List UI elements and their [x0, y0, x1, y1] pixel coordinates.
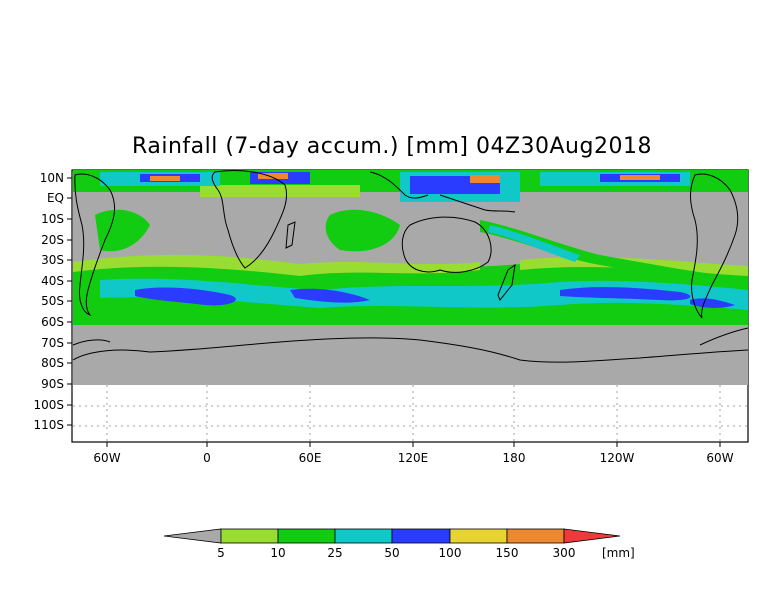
colorbar-segment	[391, 528, 451, 544]
lat-label: 40S	[41, 274, 64, 288]
heavy-rain-pacific	[560, 286, 691, 301]
lat-label: 10N	[40, 171, 64, 185]
lat-label: 100S	[33, 398, 64, 412]
itcz-light	[200, 185, 360, 197]
lat-label: 30S	[41, 253, 64, 267]
southern-ocean-moderate-rain	[100, 278, 748, 310]
lat-label: 110S	[33, 418, 64, 432]
spcz-heavy	[488, 225, 580, 262]
lon-label: 60E	[299, 451, 322, 465]
spcz-band	[480, 220, 720, 285]
colorbar-segment	[449, 528, 508, 544]
colorbar-label: 10	[270, 546, 285, 560]
africa	[211, 170, 288, 269]
lon-label: 60W	[706, 451, 733, 465]
lat-label: 70S	[41, 336, 64, 350]
itcz-extreme-1	[150, 176, 180, 181]
indonesia-extreme	[470, 175, 500, 183]
lat-axis: 10N EQ 10S 20S 30S 40S 50S 60S 70S 80S 9…	[33, 171, 72, 432]
south-america-left	[74, 173, 116, 317]
lon-label: 180	[503, 451, 526, 465]
lon-label: 120W	[600, 451, 635, 465]
colorbar-label: 25	[327, 546, 342, 560]
colorbar-unit: [mm]	[602, 546, 635, 560]
lat-label: 90S	[41, 377, 64, 391]
colorbar-segment	[506, 528, 565, 544]
colorbar-labels: 5 10 25 50 100 150 300 [mm]	[217, 546, 635, 560]
east-atlantic-extreme	[258, 173, 288, 179]
lat-label: 10S	[41, 212, 64, 226]
lon-label: 60W	[93, 451, 120, 465]
lat-label: 80S	[41, 356, 64, 370]
heavy-rain-pacific-2	[690, 298, 735, 308]
colorbar-segment	[277, 528, 336, 544]
lat-label: EQ	[47, 191, 64, 205]
lon-label: 120E	[398, 451, 429, 465]
coastlines	[72, 170, 749, 363]
heavy-rain-indian-ocean	[290, 288, 370, 303]
rain-band-indian-ocean	[325, 209, 400, 252]
australia	[401, 216, 492, 273]
antarctic-gray	[73, 325, 748, 385]
heavy-rain-atlantic	[135, 287, 236, 306]
south-atlantic-band	[95, 209, 150, 252]
pacific-itcz-extreme	[620, 175, 660, 180]
lon-label: 0	[203, 451, 211, 465]
colorbar-label: 50	[384, 546, 399, 560]
new-zealand	[497, 263, 516, 301]
lat-label: 50S	[41, 294, 64, 308]
map-title: Rainfall (7-day accum.) [mm] 04Z30Aug201…	[132, 134, 652, 159]
colorbar-low-arrow	[163, 528, 222, 544]
grid-lines	[73, 385, 748, 442]
southeast-asia	[369, 171, 429, 199]
colorbar	[163, 528, 621, 544]
lat-label: 60S	[41, 315, 64, 329]
antarctic-peninsula-left	[72, 339, 111, 346]
colorbar-high-arrow	[563, 528, 621, 544]
colorbar-label: 300	[553, 546, 576, 560]
colorbar-segment	[220, 528, 279, 544]
colorbar-label: 5	[217, 546, 225, 560]
antarctica	[72, 337, 749, 363]
lat-label: 20S	[41, 233, 64, 247]
lon-axis: 60W 0 60E 120E 180 120W 60W	[93, 442, 734, 465]
colorbar-label: 150	[496, 546, 519, 560]
indonesia	[439, 194, 516, 213]
madagascar	[285, 221, 296, 249]
southern-ocean-light-rain	[73, 254, 480, 276]
colorbar-label: 100	[439, 546, 462, 560]
antarctic-peninsula-right	[699, 327, 749, 346]
south-america-right	[690, 173, 739, 319]
colorbar-segment	[334, 528, 393, 544]
tropical-rain	[73, 170, 748, 385]
